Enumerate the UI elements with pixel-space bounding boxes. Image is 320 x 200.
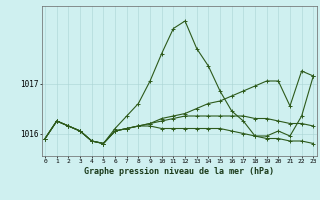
X-axis label: Graphe pression niveau de la mer (hPa): Graphe pression niveau de la mer (hPa): [84, 167, 274, 176]
